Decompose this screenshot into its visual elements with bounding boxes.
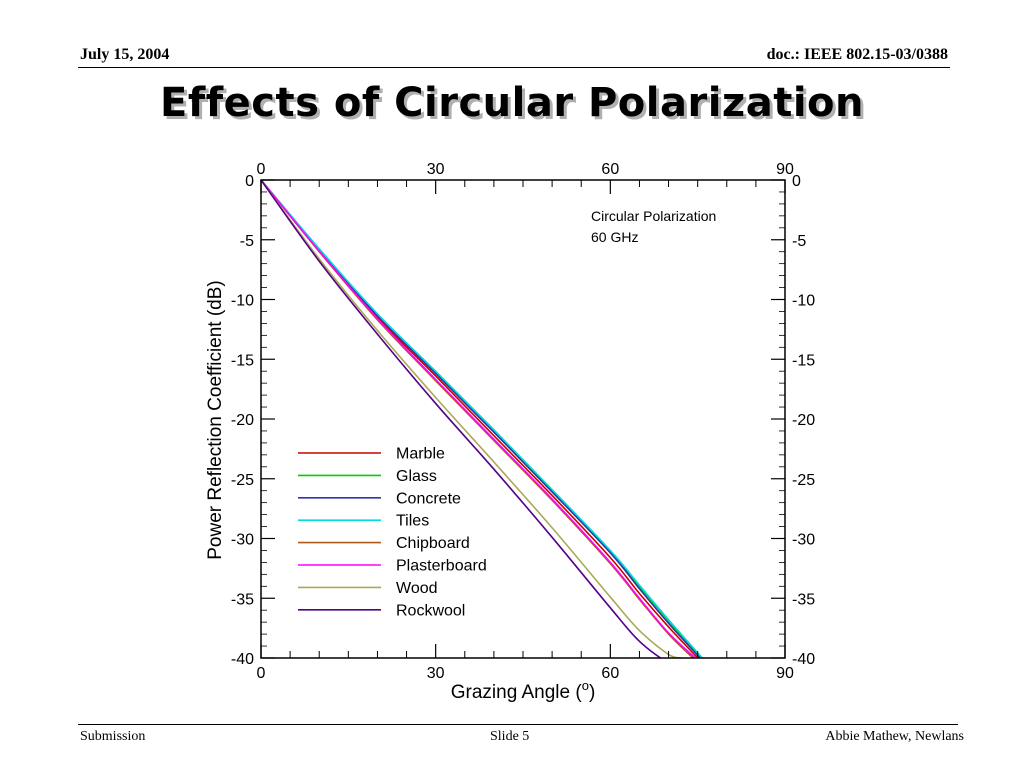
x-tick-label-bottom: 0 [257,665,266,682]
footer-submission: Submission [80,729,146,744]
legend-label-marble: Marble [396,446,445,463]
series-line-concrete [261,180,701,658]
series-line-tiles [261,180,703,658]
x-tick-label-top: 90 [776,161,794,178]
y-tick-label-left: 0 [245,173,254,190]
y-tick-label-left: -25 [231,472,254,489]
legend-label-wood: Wood [396,580,438,597]
legend-label-glass: Glass [396,468,437,485]
header-divider [78,67,950,68]
plot-frame [260,179,786,659]
legend-label-chipboard: Chipboard [396,535,470,552]
series-line-wood [261,180,682,658]
y-tick-label-right: -35 [792,591,815,608]
footer-slide-number: Slide 5 [490,729,530,744]
y-tick-label-right: -30 [792,532,815,549]
y-tick-label-right: -5 [792,233,806,250]
y-tick-label-left: -20 [231,412,254,429]
y-tick-label-right: -15 [792,352,815,369]
x-axis-label: Grazing Angle (o) [451,678,596,703]
x-tick-label-bottom: 30 [427,665,445,682]
legend-label-tiles: Tiles [396,513,429,530]
legend-label-rockwool: Rockwool [396,602,465,619]
series-line-plasterboard [261,180,696,658]
y-tick-label-right: -40 [792,651,815,668]
header-doc-id: doc.: IEEE 802.15-03/0388 [766,46,948,63]
x-tick-label-top: 60 [601,161,619,178]
legend-label-plasterboard: Plasterboard [396,558,487,575]
y-tick-label-right: -25 [792,472,815,489]
x-tick-label-top: 0 [257,161,266,178]
x-axis-label-text: Grazing Angle ( [451,682,583,703]
y-tick-label-left: -30 [231,532,254,549]
series-layer [261,180,703,658]
legend-label-concrete: Concrete [396,490,461,507]
series-line-rockwool [261,180,676,658]
x-tick-label-bottom: 90 [776,665,794,682]
y-tick-label-right: -20 [792,412,815,429]
y-tick-label-left: -40 [231,651,254,668]
annotation-line-1: Circular Polarization [591,208,716,224]
series-line-marble [261,180,699,658]
y-tick-label-left: -10 [231,293,254,310]
x-tick-label-top: 30 [427,161,445,178]
header-date: July 15, 2004 [80,46,170,63]
y-tick-label-left: -5 [240,233,254,250]
x-axis-label-end: ) [589,682,595,703]
annotation-line-2: 60 GHz [591,229,638,245]
y-tick-label-right: 0 [792,173,801,190]
footer-divider [78,724,958,725]
y-tick-label-right: -10 [792,293,815,310]
y-tick-label-left: -15 [231,352,254,369]
y-axis-label: Power Reflection Coefficient (dB) [205,280,226,560]
y-tick-label-left: -35 [231,591,254,608]
slide-title: Effects of Circular Polarization [160,80,864,126]
footer-author: Abbie Mathew, Newlans [825,729,964,744]
legend: Marble Glass Concrete Tiles Chipboard Plaster… [298,446,487,619]
x-axis-label-sup: o [582,678,589,693]
ticks-layer [260,179,786,659]
x-tick-label-bottom: 60 [601,665,619,682]
